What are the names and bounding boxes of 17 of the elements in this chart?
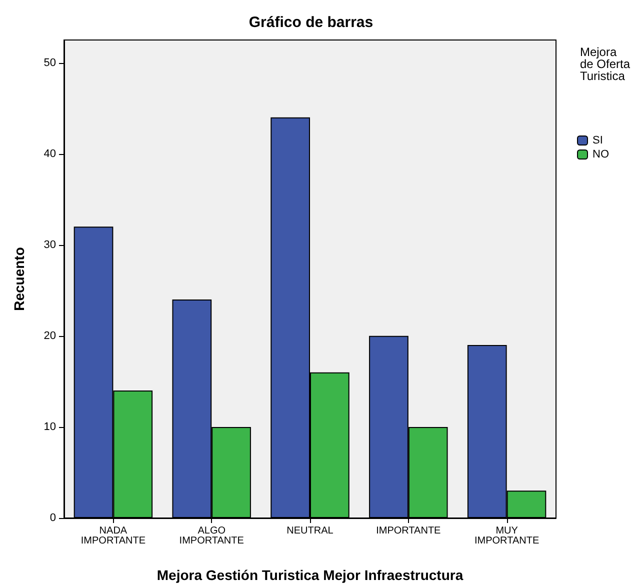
- x-tick-label: NEUTRAL: [286, 526, 334, 536]
- x-tick-label: IMPORTANTE: [376, 526, 442, 536]
- y-tick-label: 30: [44, 238, 56, 251]
- x-tick-label: MUY IMPORTANTE: [474, 526, 540, 546]
- x-axis-title: Mejora Gestión Turistica Mejor Infraestructura: [156, 567, 464, 583]
- chart-title: Gráfico de barras: [248, 14, 374, 31]
- legend-label: SI: [592, 134, 603, 146]
- x-tick-label: ALGO IMPORTANTE: [179, 526, 244, 546]
- y-axis-title: Recuento: [11, 247, 27, 311]
- y-tick-label: 20: [44, 330, 56, 342]
- y-tick-label: 10: [44, 420, 56, 433]
- y-tick-label: 50: [44, 56, 56, 69]
- y-tick-label: 40: [44, 148, 56, 160]
- x-tick-label: NADA IMPORTANTE: [80, 526, 146, 546]
- legend-label: NO: [592, 148, 610, 160]
- y-tick-label: 0: [50, 512, 56, 524]
- legend-title: Mejora de Oferta Turistica: [580, 45, 630, 83]
